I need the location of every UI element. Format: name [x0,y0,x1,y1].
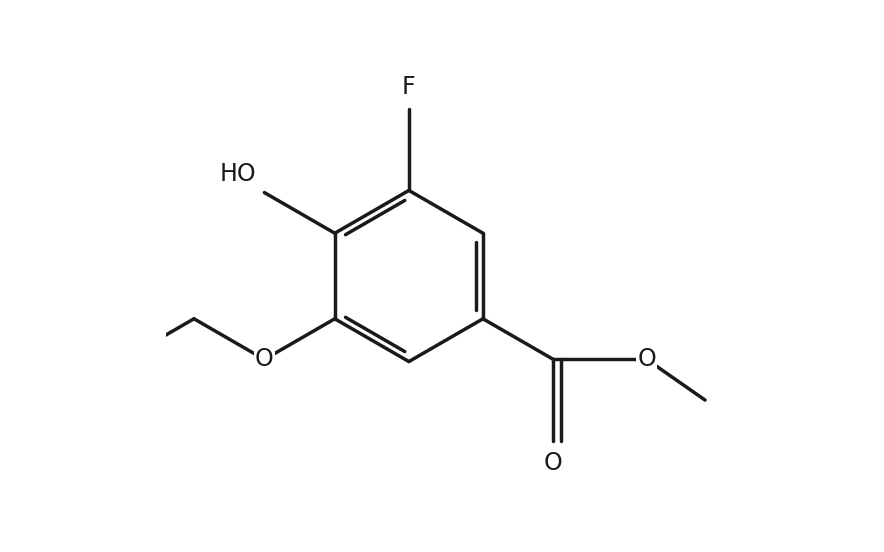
Text: O: O [637,347,656,371]
Text: O: O [255,347,274,371]
Text: F: F [402,75,415,99]
Text: O: O [544,450,563,475]
Text: HO: HO [219,162,256,186]
